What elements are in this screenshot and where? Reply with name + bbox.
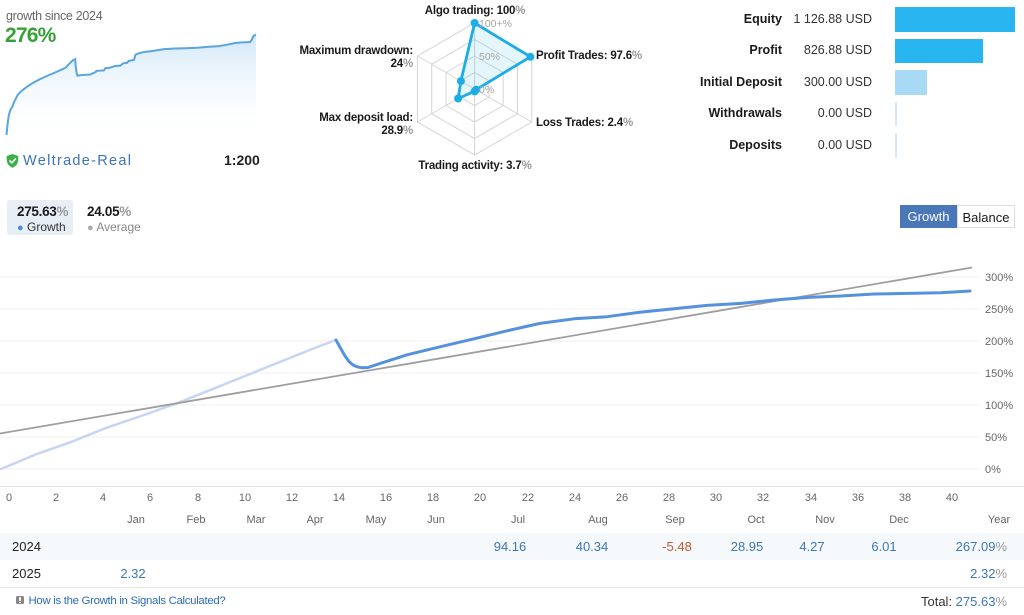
svg-text:100%: 100% [985,400,1013,412]
svg-text:0%: 0% [479,84,494,96]
svg-text:200%: 200% [985,336,1013,348]
svg-text:150%: 150% [985,368,1013,380]
svg-text:250%: 250% [985,304,1013,316]
svg-text:0%: 0% [985,464,1001,476]
svg-text:300%: 300% [985,272,1013,284]
svg-text:50%: 50% [985,432,1007,444]
svg-text:50%: 50% [479,51,500,63]
svg-text:100+%: 100+% [479,18,512,30]
